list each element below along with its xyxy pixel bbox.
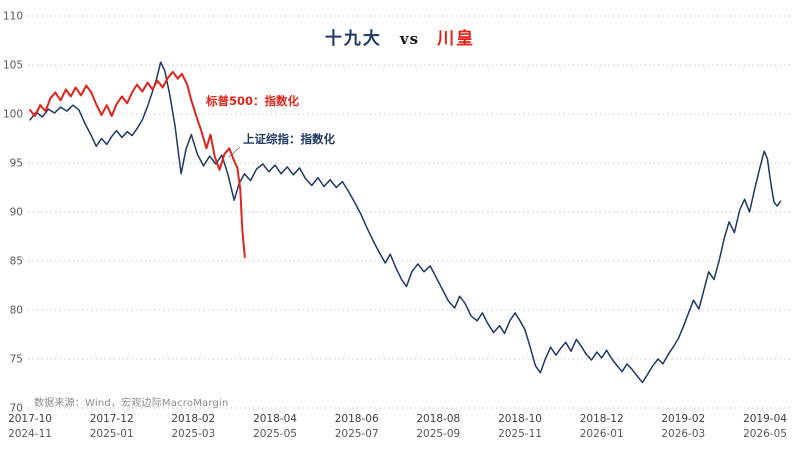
x-tick-label-bottom: 2026-05 bbox=[743, 428, 787, 440]
x-tick-label-top: 2018-12 bbox=[580, 413, 624, 425]
y-tick-label: 75 bbox=[10, 354, 23, 366]
y-tick-label: 80 bbox=[10, 305, 23, 317]
data-source-note: 数据来源：Wind，宏观边际MacroMargin bbox=[34, 398, 229, 409]
x-tick-label-bottom: 2026-03 bbox=[661, 428, 705, 440]
x-tick-label-bottom: 2025-07 bbox=[335, 428, 379, 440]
x-tick-label-bottom: 2024-11 bbox=[8, 428, 52, 440]
annotation-leader bbox=[228, 146, 241, 158]
series-line-spx bbox=[29, 70, 246, 259]
y-tick-label: 95 bbox=[10, 158, 23, 170]
x-tick-label-top: 2018-08 bbox=[416, 413, 460, 425]
chart-title-left: 十九大 bbox=[324, 29, 382, 49]
y-tick-label: 85 bbox=[10, 256, 23, 268]
annotation-label: 标普500：指数化 bbox=[205, 94, 300, 108]
x-tick-label-top: 2019-04 bbox=[743, 413, 787, 425]
x-tick-label-top: 2018-02 bbox=[171, 413, 215, 425]
x-tick-label-top: 2018-10 bbox=[498, 413, 542, 425]
x-tick-label-bottom: 2025-03 bbox=[171, 428, 215, 440]
y-tick-label: 100 bbox=[3, 109, 23, 121]
y-tick-label: 90 bbox=[10, 207, 23, 219]
x-tick-label-bottom: 2025-09 bbox=[416, 428, 460, 440]
x-tick-label-bottom: 2025-01 bbox=[90, 428, 134, 440]
x-tick-label-top: 2017-10 bbox=[8, 413, 52, 425]
x-tick-label-top: 2018-06 bbox=[335, 413, 379, 425]
x-tick-label-bottom: 2026-01 bbox=[580, 428, 624, 440]
x-tick-label-bottom: 2025-11 bbox=[498, 428, 542, 440]
x-tick-label-top: 2018-04 bbox=[253, 413, 297, 425]
y-tick-label: 70 bbox=[10, 403, 23, 415]
chart-title-right: 川皇 bbox=[437, 29, 476, 49]
series-line-sse bbox=[29, 61, 782, 384]
chart-title-vs: vs bbox=[399, 30, 420, 48]
x-tick-label-top: 2017-12 bbox=[90, 413, 134, 425]
annotation-label: 上证综指：指数化 bbox=[243, 132, 335, 146]
x-tick-label-bottom: 2025-05 bbox=[253, 428, 297, 440]
y-tick-label: 105 bbox=[3, 60, 23, 72]
x-tick-label-top: 2019-02 bbox=[661, 413, 705, 425]
chart-title: 十九大 vs 川皇 bbox=[0, 24, 800, 49]
y-tick-label: 110 bbox=[3, 11, 23, 23]
